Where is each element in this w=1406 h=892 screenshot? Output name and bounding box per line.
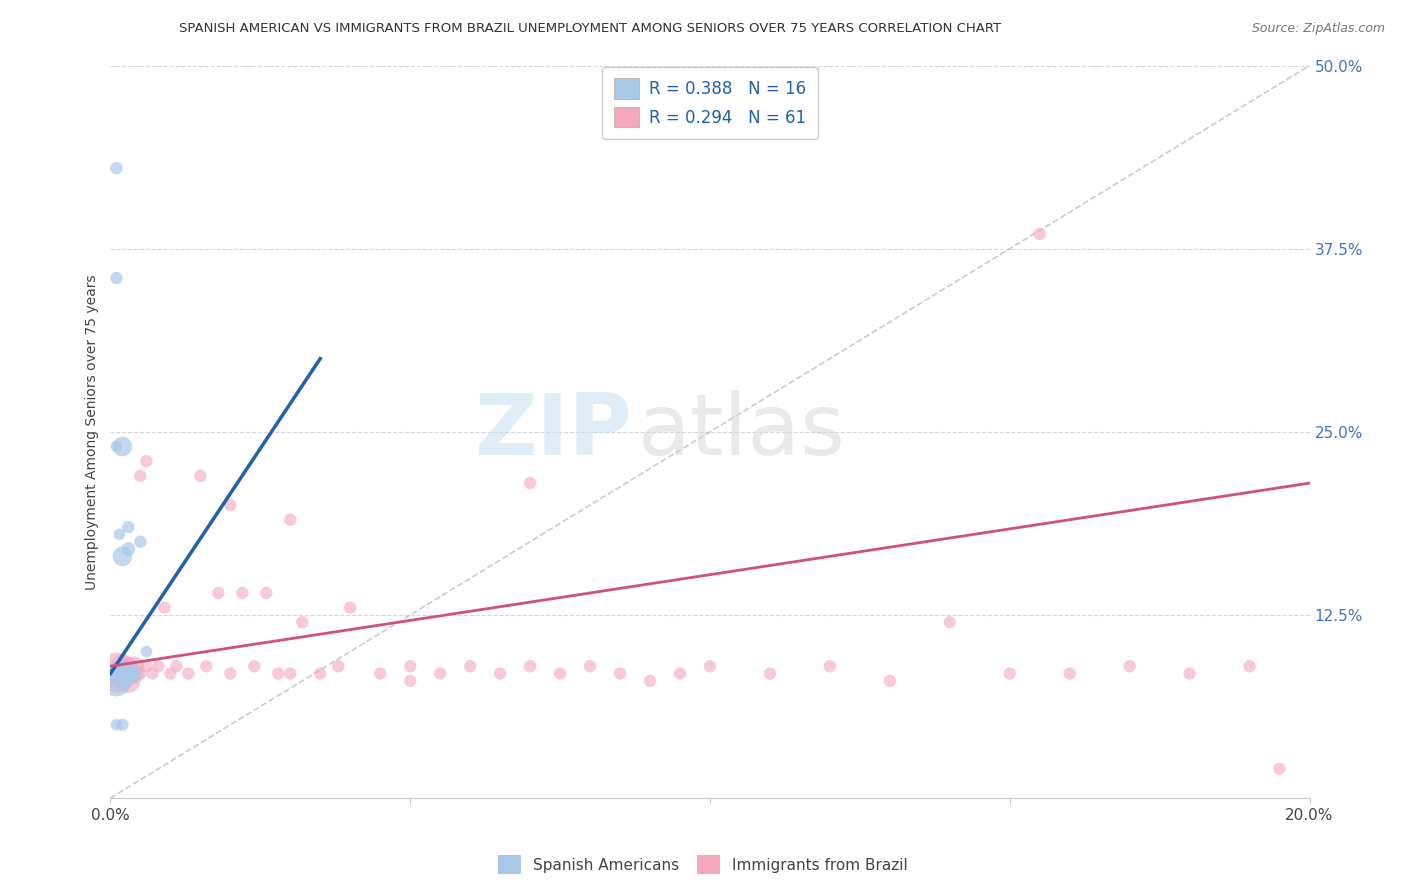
Point	[117, 666, 139, 681]
Point	[278, 513, 301, 527]
Point	[219, 498, 242, 512]
Point	[609, 666, 631, 681]
Point	[108, 527, 131, 541]
Text: Source: ZipAtlas.com: Source: ZipAtlas.com	[1251, 22, 1385, 36]
Point	[105, 161, 128, 176]
Point	[328, 659, 350, 673]
Point	[579, 659, 602, 673]
Point	[548, 666, 571, 681]
Point	[879, 673, 901, 688]
Legend: R = 0.388   N = 16, R = 0.294   N = 61: R = 0.388 N = 16, R = 0.294 N = 61	[602, 67, 818, 139]
Point	[117, 659, 139, 673]
Legend: Spanish Americans, Immigrants from Brazil: Spanish Americans, Immigrants from Brazi…	[492, 849, 914, 880]
Point	[111, 666, 134, 681]
Point	[117, 520, 139, 534]
Point	[105, 673, 128, 688]
Point	[105, 673, 128, 688]
Point	[105, 718, 128, 732]
Point	[519, 659, 541, 673]
Point	[111, 666, 134, 681]
Point	[429, 666, 451, 681]
Point	[638, 673, 661, 688]
Point	[219, 666, 242, 681]
Point	[1239, 659, 1261, 673]
Point	[129, 666, 152, 681]
Point	[148, 659, 170, 673]
Point	[267, 666, 290, 681]
Point	[519, 476, 541, 491]
Point	[177, 666, 200, 681]
Point	[339, 600, 361, 615]
Point	[111, 549, 134, 564]
Point	[153, 600, 176, 615]
Point	[111, 440, 134, 454]
Point	[141, 666, 163, 681]
Point	[129, 534, 152, 549]
Point	[124, 666, 146, 681]
Point	[291, 615, 314, 630]
Point	[243, 659, 266, 673]
Text: ZIP: ZIP	[474, 391, 633, 474]
Point	[135, 454, 157, 468]
Point	[254, 586, 277, 600]
Point	[458, 659, 481, 673]
Point	[489, 666, 512, 681]
Point	[117, 541, 139, 556]
Point	[165, 659, 187, 673]
Point	[399, 659, 422, 673]
Point	[939, 615, 962, 630]
Point	[124, 659, 146, 673]
Point	[1268, 762, 1291, 776]
Point	[159, 666, 181, 681]
Point	[129, 468, 152, 483]
Point	[135, 659, 157, 673]
Point	[1028, 227, 1050, 241]
Point	[105, 440, 128, 454]
Point	[368, 666, 391, 681]
Point	[117, 673, 139, 688]
Point	[111, 659, 134, 673]
Point	[111, 718, 134, 732]
Point	[117, 666, 139, 681]
Point	[105, 666, 128, 681]
Text: atlas: atlas	[638, 391, 846, 474]
Point	[998, 666, 1021, 681]
Point	[669, 666, 692, 681]
Point	[1118, 659, 1140, 673]
Point	[207, 586, 229, 600]
Point	[195, 659, 218, 673]
Point	[309, 666, 332, 681]
Point	[105, 271, 128, 285]
Point	[111, 673, 134, 688]
Point	[231, 586, 253, 600]
Point	[1059, 666, 1081, 681]
Point	[1178, 666, 1201, 681]
Y-axis label: Unemployment Among Seniors over 75 years: Unemployment Among Seniors over 75 years	[86, 274, 100, 590]
Point	[818, 659, 841, 673]
Point	[399, 673, 422, 688]
Point	[105, 659, 128, 673]
Text: SPANISH AMERICAN VS IMMIGRANTS FROM BRAZIL UNEMPLOYMENT AMONG SENIORS OVER 75 YE: SPANISH AMERICAN VS IMMIGRANTS FROM BRAZ…	[180, 22, 1001, 36]
Point	[699, 659, 721, 673]
Point	[278, 666, 301, 681]
Point	[759, 666, 782, 681]
Point	[124, 666, 146, 681]
Point	[135, 644, 157, 658]
Point	[188, 468, 211, 483]
